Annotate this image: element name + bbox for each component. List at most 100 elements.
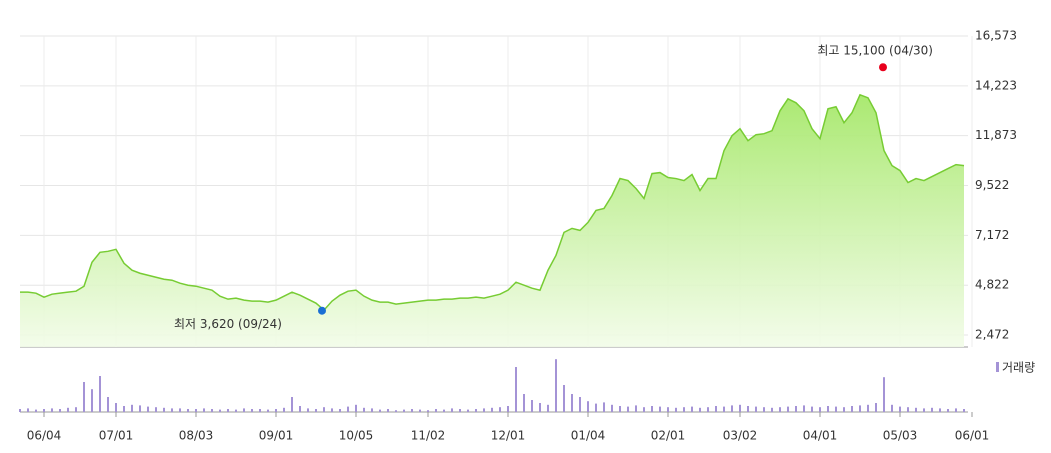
volume-bar [115, 403, 117, 412]
volume-bar [147, 406, 149, 412]
volume-bar [883, 377, 885, 412]
volume-bar [899, 406, 901, 412]
volume-bar [219, 409, 221, 412]
volume-bar [347, 406, 349, 412]
volume-bar [379, 409, 381, 412]
volume-bar [747, 406, 749, 412]
volume-bar [51, 408, 53, 412]
volume-bar [667, 407, 669, 412]
volume-bar [915, 407, 917, 412]
y-tick-label: 4,822 [975, 278, 1009, 292]
volume-bar [563, 385, 565, 412]
volume-bar [155, 407, 157, 412]
volume-bar [363, 407, 365, 412]
volume-bar [523, 394, 525, 412]
volume-bar [795, 406, 797, 412]
volume-bar [651, 406, 653, 412]
volume-bar [459, 409, 461, 412]
volume-bar [963, 409, 965, 412]
x-tick-label: 01/04 [571, 429, 606, 443]
volume-bar [107, 397, 109, 412]
volume-bar [251, 409, 253, 412]
volume-bar [683, 407, 685, 412]
y-tick-label: 14,223 [975, 78, 1017, 92]
price-line [20, 93, 965, 312]
volume-bar [19, 409, 21, 412]
volume-bar [819, 407, 821, 412]
volume-bar [811, 406, 813, 412]
volume-bar [891, 404, 893, 412]
volume-bar [691, 406, 693, 412]
volume-bar [123, 406, 125, 412]
volume-bar [779, 407, 781, 412]
volume-bar [99, 376, 101, 412]
volume-bar [27, 408, 29, 412]
volume-bar [331, 408, 333, 412]
annotation-dot [318, 306, 326, 315]
volume-bar [755, 406, 757, 412]
x-tick-label: 06/04 [27, 429, 62, 443]
volume-bar [851, 406, 853, 412]
volume-bar [803, 405, 805, 412]
volume-bar [283, 407, 285, 412]
volume-bar [707, 407, 709, 412]
volume-bar [339, 409, 341, 412]
volume-bar [603, 402, 605, 412]
volume-bar [259, 409, 261, 412]
y-tick-label: 2,472 [975, 328, 1009, 342]
volume-bar [939, 408, 941, 412]
volume-bar [171, 408, 173, 412]
volume-bar [427, 410, 429, 412]
volume-bar [211, 409, 213, 412]
volume-bar [771, 407, 773, 412]
volume-bar [947, 409, 949, 412]
volume-bar [203, 408, 205, 412]
volume-bar [483, 408, 485, 412]
volume-bar [35, 409, 37, 412]
volume-bar [411, 409, 413, 412]
volume-bar [267, 409, 269, 412]
volume-bar [643, 407, 645, 412]
volume-bar [763, 407, 765, 412]
volume-bar [291, 397, 293, 412]
volume-bar [635, 405, 637, 412]
volume-bar [83, 382, 85, 412]
volume-bar [67, 407, 69, 412]
y-tick-label: 9,522 [975, 178, 1009, 192]
volume-bar [131, 404, 133, 412]
volume-bar [539, 403, 541, 412]
volume-bar [443, 409, 445, 412]
volume-bar [715, 406, 717, 412]
annotation-label: 최고 15,100 (04/30) [817, 44, 933, 58]
volume-bar [907, 407, 909, 412]
volume-bar [187, 409, 189, 412]
y-tick-label: 7,172 [975, 228, 1009, 242]
annotation-dot [879, 63, 887, 72]
x-tick-label: 08/03 [179, 429, 214, 443]
volume-bar [579, 397, 581, 412]
volume-bar [611, 404, 613, 412]
x-tick-label: 03/02 [723, 429, 758, 443]
volume-bar [451, 408, 453, 412]
volume-bar [835, 406, 837, 412]
x-tick-label: 06/01 [955, 429, 990, 443]
y-tick-label: 16,573 [975, 29, 1017, 43]
volume-bar [859, 405, 861, 412]
annotation-label: 최저 3,620 (09/24) [174, 317, 282, 331]
volume-bar [787, 406, 789, 412]
x-tick-label: 10/05 [339, 429, 374, 443]
volume-bar [475, 409, 477, 412]
volume-bar [827, 406, 829, 412]
volume-bar [875, 403, 877, 412]
volume-bar [195, 409, 197, 412]
price-area [20, 94, 964, 347]
volume-bar [587, 401, 589, 412]
volume-bar [395, 410, 397, 412]
volume-bar [419, 409, 421, 412]
volume-bar [867, 404, 869, 412]
volume-bar [59, 409, 61, 412]
volume-bar [371, 408, 373, 412]
volume-bar [627, 406, 629, 412]
volume-bar [659, 406, 661, 412]
